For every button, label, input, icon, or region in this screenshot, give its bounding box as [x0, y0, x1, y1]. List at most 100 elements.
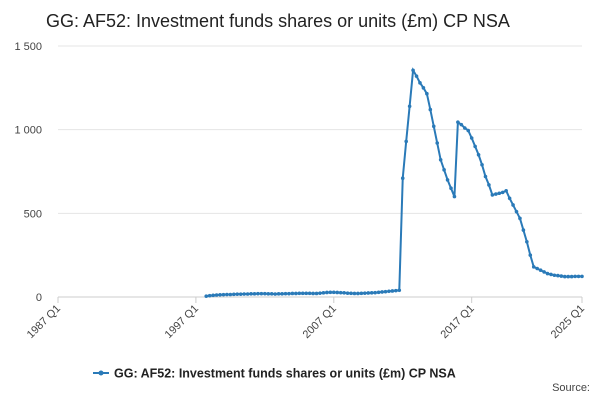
- data-point: [359, 291, 364, 296]
- data-point: [438, 157, 443, 162]
- data-point: [314, 291, 319, 296]
- data-point: [276, 292, 281, 296]
- data-point: [266, 292, 271, 296]
- data-point: [269, 292, 274, 296]
- data-point: [407, 104, 412, 109]
- data-point: [559, 274, 564, 278]
- data-point: [394, 288, 398, 293]
- data-point: [331, 290, 336, 295]
- y-tick-label: 1 000: [14, 125, 42, 137]
- data-point: [442, 168, 446, 172]
- data-point: [435, 141, 440, 145]
- data-point: [490, 193, 495, 197]
- legend-label: GG: AF52: Investment funds shares or uni…: [114, 367, 456, 381]
- data-point: [535, 266, 539, 271]
- data-point: [263, 291, 267, 296]
- data-point: [387, 289, 391, 294]
- x-tick-label: 1987 Q1: [25, 303, 63, 341]
- data-point: [335, 290, 340, 295]
- data-point: [566, 274, 571, 279]
- data-point: [569, 274, 574, 279]
- data-point: [397, 288, 402, 293]
- data-point: [307, 291, 312, 296]
- data-point: [235, 292, 240, 296]
- data-point: [352, 291, 357, 296]
- data-point: [538, 268, 543, 273]
- data-point: [249, 292, 253, 296]
- data-point: [321, 291, 326, 295]
- data-point: [204, 294, 209, 298]
- data-point: [366, 291, 371, 295]
- data-point: [245, 292, 250, 296]
- y-tick-label: 0: [36, 292, 42, 304]
- data-point: [280, 292, 284, 296]
- data-point: [373, 290, 377, 295]
- data-point: [256, 291, 260, 296]
- data-point: [428, 107, 433, 112]
- data-point: [469, 136, 474, 140]
- data-point: [414, 74, 419, 78]
- data-point: [338, 290, 343, 295]
- data-point: [345, 291, 350, 295]
- data-point: [287, 291, 291, 296]
- data-point: [552, 273, 557, 278]
- data-point: [363, 291, 367, 295]
- data-point: [514, 209, 519, 214]
- data-point: [283, 291, 288, 296]
- data-point: [242, 292, 246, 296]
- y-tick-label: 500: [24, 208, 42, 220]
- data-point: [531, 265, 536, 269]
- data-point: [500, 190, 505, 195]
- data-point: [328, 290, 333, 295]
- y-tick-label: 1 500: [14, 41, 42, 53]
- x-tick-label: 1997 Q1: [163, 303, 201, 341]
- data-point: [211, 293, 215, 298]
- data-point: [369, 291, 374, 295]
- data-point: [221, 292, 226, 297]
- x-tick-label: 2007 Q1: [301, 303, 339, 341]
- data-point: [452, 194, 457, 199]
- data-point: [349, 291, 353, 296]
- data-line: [206, 67, 582, 298]
- data-point: [273, 292, 277, 296]
- data-point: [376, 290, 381, 295]
- data-point: [294, 291, 298, 296]
- data-point: [418, 81, 422, 85]
- legend-marker: [98, 370, 104, 376]
- data-point: [297, 291, 302, 296]
- data-point: [214, 293, 219, 297]
- data-point: [483, 174, 488, 179]
- data-point: [228, 292, 233, 297]
- data-point: [425, 91, 429, 96]
- source-label: Source:: [552, 382, 590, 394]
- data-point: [456, 120, 460, 124]
- data-point: [466, 128, 471, 133]
- data-point: [380, 290, 384, 294]
- x-tick-label: 2017 Q1: [438, 303, 476, 341]
- chart-title: GG: AF52: Investment funds shares or uni…: [46, 11, 510, 31]
- data-point: [545, 271, 550, 276]
- data-point: [507, 196, 512, 201]
- data-point: [431, 124, 436, 129]
- data-point: [238, 292, 243, 296]
- data-point: [518, 216, 522, 221]
- data-point: [511, 203, 515, 207]
- data-point: [356, 291, 360, 296]
- data-point: [300, 291, 305, 296]
- data-point: [252, 292, 257, 296]
- data-point: [411, 68, 415, 73]
- data-point: [525, 239, 529, 244]
- data-point: [462, 126, 467, 130]
- data-point: [480, 163, 484, 167]
- data-point: [473, 144, 477, 149]
- data-point: [383, 289, 388, 294]
- data-point: [476, 152, 481, 157]
- data-point: [497, 191, 502, 196]
- data-point: [504, 188, 508, 193]
- data-point: [232, 292, 236, 297]
- data-point: [290, 291, 295, 296]
- data-point: [342, 291, 346, 295]
- data-point: [225, 292, 229, 297]
- data-point: [521, 228, 526, 232]
